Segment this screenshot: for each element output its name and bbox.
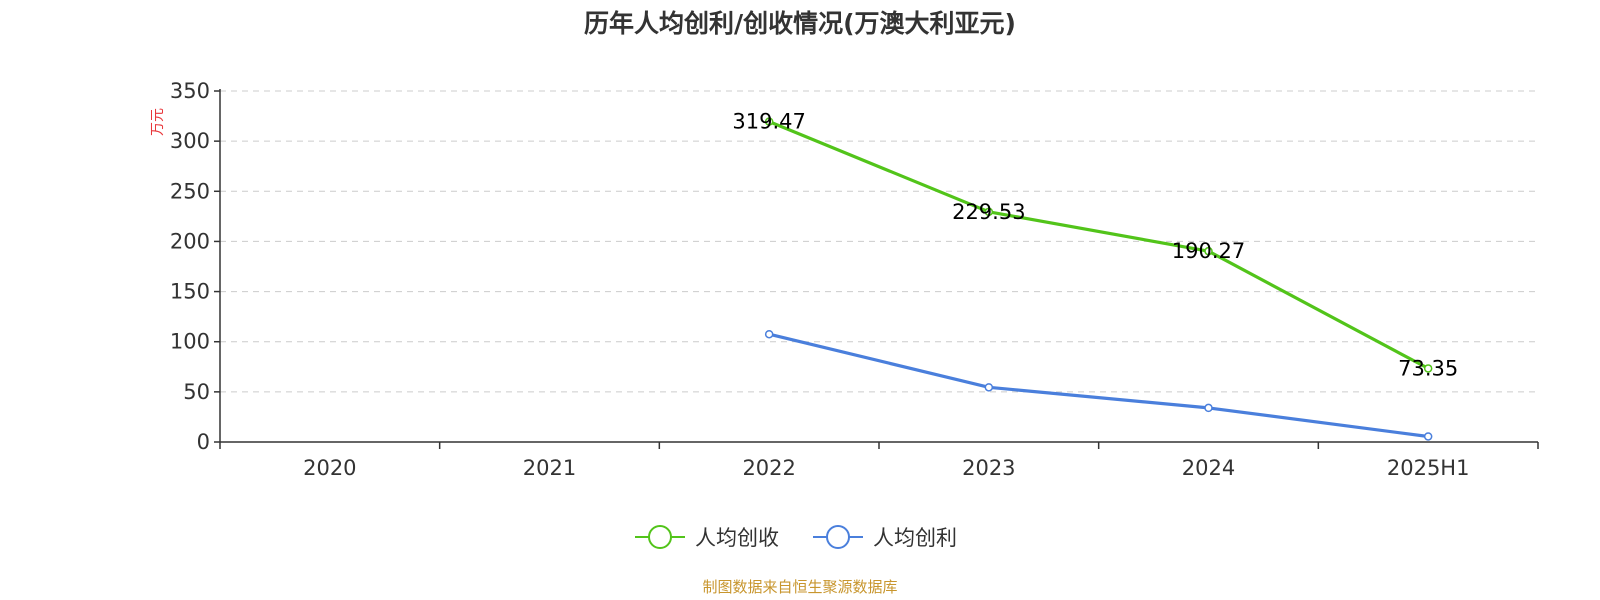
- legend-item-0: 人均创收: [635, 525, 779, 550]
- axes: 0 50 100 150 200 250 300 350 2020 2021 2022 2023 202…: [170, 79, 1539, 480]
- y-tick-label: 300: [170, 129, 210, 153]
- series-line-1: [767, 332, 1430, 439]
- y-tick-label: 50: [183, 380, 210, 404]
- y-tick-label: 200: [170, 229, 210, 253]
- legend-item-1: 人均创利: [813, 525, 957, 550]
- data-label: 229.53: [952, 200, 1025, 224]
- series-lines: [764, 117, 1433, 441]
- y-tick-label: 0: [197, 430, 210, 454]
- data-point: [1204, 246, 1213, 256]
- data-label: 319.47: [732, 110, 805, 134]
- data-point: [764, 329, 774, 339]
- y-axis-label: 万元: [150, 108, 166, 136]
- x-tick-label: 2025H1: [1387, 456, 1470, 480]
- chart-title: 历年人均创利/创收情况(万澳大利亚元): [584, 9, 1016, 38]
- y-tick-label: 350: [170, 79, 210, 103]
- data-point: [1204, 403, 1213, 413]
- gridlines: [220, 90, 1538, 393]
- legend-swatch-marker: [648, 525, 672, 549]
- x-tick-label: 2021: [523, 456, 576, 480]
- data-point: [1423, 364, 1433, 373]
- data-labels: 319.47 229.53 190.27 73.35: [732, 110, 1458, 381]
- data-label: 190.27: [1172, 239, 1245, 263]
- legend-swatch-marker: [826, 525, 850, 549]
- x-tick-label: 2020: [303, 456, 356, 480]
- data-point: [764, 117, 774, 126]
- x-tick-label: 2024: [1182, 456, 1235, 480]
- data-point: [984, 207, 994, 217]
- y-tick-label: 250: [170, 179, 210, 203]
- source-note: 制图数据来自恒生聚源数据库: [702, 578, 897, 596]
- data-point: [1423, 432, 1433, 441]
- data-label: 73.35: [1398, 356, 1458, 380]
- series-line-0: [767, 120, 1430, 370]
- x-tick-label: 2023: [962, 456, 1015, 480]
- x-tick-label: 2022: [742, 456, 795, 480]
- y-tick-label: 150: [170, 280, 210, 304]
- legend-label: 人均创收: [695, 526, 779, 550]
- y-tick-label: 100: [170, 330, 210, 354]
- legend-label: 人均创利: [873, 526, 957, 550]
- legend: 人均创收 人均创利: [635, 525, 957, 550]
- data-point: [984, 383, 994, 392]
